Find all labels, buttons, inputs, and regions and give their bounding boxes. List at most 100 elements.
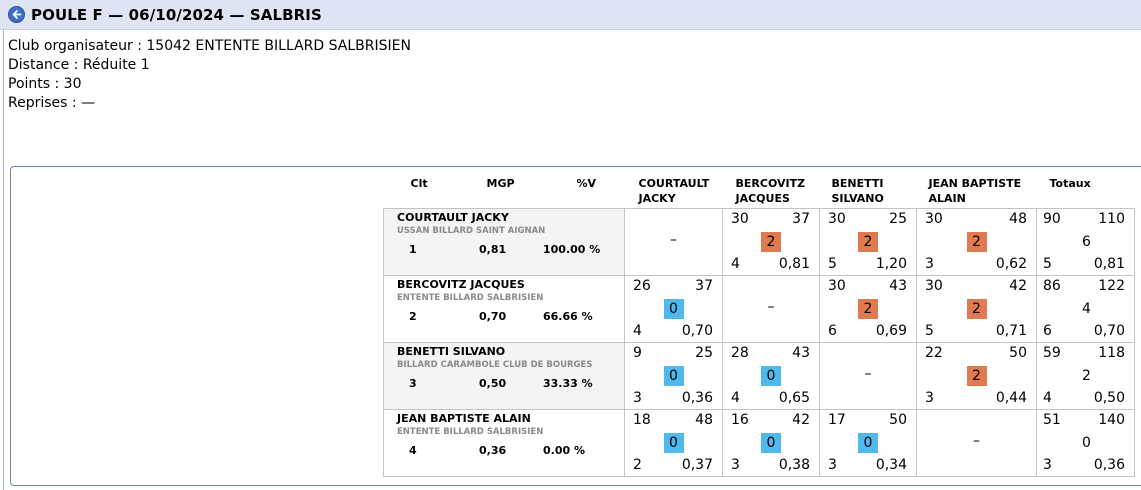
- total-distance: 140: [1098, 411, 1125, 428]
- match-points: 30: [925, 210, 943, 227]
- match-cell: 30 48 2 3 0,62: [916, 207, 1037, 276]
- empty-cell-dash: –: [670, 231, 677, 248]
- match-points: 30: [731, 210, 749, 227]
- match-reprises: 6: [828, 322, 837, 339]
- total-average: 0,70: [1093, 322, 1125, 339]
- player-cell: BENETTI SILVANO BILLARD CARAMBOLE CLUB DE…: [383, 341, 625, 410]
- content-frame: [3, 30, 1141, 490]
- opponent-header-1: COURTAULT JACKY: [638, 177, 710, 205]
- total-points: 86: [1043, 277, 1061, 294]
- match-distance: 37: [695, 277, 713, 294]
- total-score: 6: [1082, 233, 1091, 250]
- match-distance: 50: [889, 411, 907, 428]
- match-average: 0,65: [778, 389, 810, 406]
- table-row: JEAN BAPTISTE ALAIN ENTENTE BILLARD SALBR…: [383, 408, 1135, 477]
- match-reprises: 4: [731, 389, 740, 406]
- match-average: 0,37: [681, 456, 713, 473]
- match-average: 0,38: [778, 456, 810, 473]
- match-reprises: 5: [925, 322, 934, 339]
- player-mgp: 0,50: [479, 376, 507, 390]
- match-score-badge: 0: [663, 298, 684, 319]
- reprises: Reprises : —: [8, 95, 96, 111]
- title-bar: POULE F — 06/10/2024 — SALBRIS: [0, 0, 1141, 30]
- table-row: COURTAULT JACKY USSAN BILLARD SAINT AIGNA…: [383, 207, 1135, 276]
- match-cell: 26 37 0 4 0,70: [624, 274, 723, 343]
- match-average: 0,71: [995, 322, 1027, 339]
- table-row: BENETTI SILVANO BILLARD CARAMBOLE CLUB DE…: [383, 341, 1135, 410]
- header-row: Clt MGP %V COURTAULT JACKY BERCOVITZ JACQU…: [384, 172, 1135, 208]
- player-cell: BERCOVITZ JACQUES ENTENTE BILLARD SALBRIS…: [383, 274, 625, 343]
- match-average: 0,81: [778, 255, 810, 272]
- player-club: BILLARD CARAMBOLE CLUB DE BOURGES: [397, 359, 593, 370]
- match-cell: 30 25 2 5 1,20: [819, 207, 917, 276]
- results-table: Clt MGP %V COURTAULT JACKY BERCOVITZ JACQU…: [383, 172, 1135, 477]
- player-cell: JEAN BAPTISTE ALAIN ENTENTE BILLARD SALBR…: [383, 408, 625, 477]
- opponent-header-3: BENETTI SILVANO: [831, 177, 884, 205]
- back-arrow-icon[interactable]: [8, 6, 25, 23]
- match-cell: –: [819, 341, 917, 410]
- player-name: JEAN BAPTISTE ALAIN: [397, 411, 531, 425]
- total-reprises: 6: [1043, 322, 1052, 339]
- total-score: 0: [1082, 434, 1091, 451]
- player-win-pct: 100.00 %: [543, 242, 601, 256]
- match-reprises: 3: [925, 389, 934, 406]
- match-reprises: 3: [925, 255, 934, 272]
- player-rank: 2: [409, 309, 417, 323]
- player-club: ENTENTE BILLARD SALBRISIEN: [397, 426, 544, 437]
- empty-cell-dash: –: [767, 298, 775, 315]
- match-reprises: 3: [731, 456, 740, 473]
- match-average: 1,20: [875, 255, 907, 272]
- player-name: COURTAULT JACKY: [397, 210, 509, 224]
- player-mgp: 0,70: [479, 309, 507, 323]
- match-score-badge: 0: [761, 432, 781, 453]
- match-distance: 42: [1009, 277, 1027, 294]
- match-cell: 30 43 2 6 0,69: [819, 274, 917, 343]
- match-score-badge: 0: [858, 432, 878, 453]
- table-row: BERCOVITZ JACQUES ENTENTE BILLARD SALBRIS…: [383, 274, 1135, 343]
- match-points: 17: [828, 411, 846, 428]
- totals-cell: 90 110 6 5 0,81: [1036, 207, 1135, 276]
- match-distance: 43: [792, 344, 810, 361]
- player-rank: 1: [409, 242, 417, 256]
- player-name: BENETTI SILVANO: [397, 344, 506, 358]
- total-points: 51: [1043, 411, 1061, 428]
- match-cell: 30 42 2 5 0,71: [916, 274, 1037, 343]
- player-win-pct: 66.66 %: [543, 309, 593, 323]
- match-points: 22: [925, 344, 943, 361]
- match-reprises: 3: [633, 389, 642, 406]
- match-average: 0,69: [875, 322, 907, 339]
- match-distance: 43: [889, 277, 907, 294]
- organizer-club: Club organisateur : 15042 ENTENTE BILLAR…: [8, 38, 411, 54]
- clt-header: Clt: [410, 177, 428, 190]
- total-reprises: 4: [1043, 389, 1052, 406]
- opponent-header-4: JEAN BAPTISTE ALAIN: [928, 177, 1022, 205]
- match-cell: 9 25 0 3 0,36: [624, 341, 723, 410]
- match-score-badge: 2: [966, 298, 987, 319]
- match-score-badge: 2: [966, 231, 987, 252]
- match-distance: 42: [792, 411, 810, 428]
- total-average: 0,50: [1093, 389, 1125, 406]
- match-distance: 25: [889, 210, 907, 227]
- match-score-badge: 2: [761, 231, 781, 252]
- match-points: 28: [731, 344, 749, 361]
- total-points: 59: [1043, 344, 1061, 361]
- player-rank: 4: [409, 443, 417, 457]
- match-average: 0,44: [995, 389, 1027, 406]
- match-score-badge: 0: [761, 365, 781, 386]
- pv-header: %V: [576, 177, 597, 190]
- distance: Distance : Réduite 1: [8, 57, 150, 73]
- total-distance: 118: [1098, 344, 1125, 361]
- match-cell: 16 42 0 3 0,38: [722, 408, 820, 477]
- match-score-badge: 2: [858, 231, 878, 252]
- total-average: 0,81: [1093, 255, 1125, 272]
- total-average: 0,36: [1093, 456, 1125, 473]
- match-distance: 25: [695, 344, 713, 361]
- match-cell: 17 50 0 3 0,34: [819, 408, 917, 477]
- match-cell: 18 48 0 2 0,37: [624, 408, 723, 477]
- match-reprises: 4: [731, 255, 740, 272]
- player-club: ENTENTE BILLARD SALBRISIEN: [397, 292, 544, 303]
- results-panel: [10, 166, 1141, 486]
- match-distance: 48: [1009, 210, 1027, 227]
- empty-cell-dash: –: [973, 432, 980, 449]
- match-cell: 28 43 0 4 0,65: [722, 341, 820, 410]
